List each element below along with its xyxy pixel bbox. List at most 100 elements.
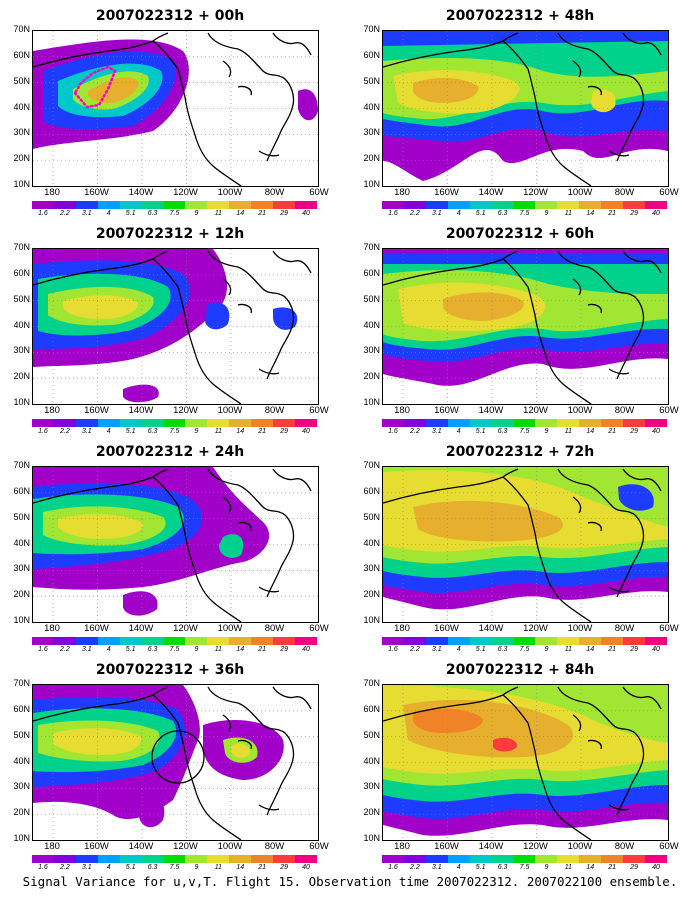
- longitude-label: 140W: [128, 623, 154, 634]
- colorbar-label: 1.6: [38, 210, 48, 217]
- colorbar-label: 3.1: [431, 428, 442, 435]
- colorbar-label: 40: [302, 210, 310, 217]
- latitude-label: 10N: [363, 397, 380, 407]
- colorbar-swatch: [207, 419, 230, 427]
- colorbar-swatch: [32, 201, 54, 209]
- longitude-label: 160W: [84, 841, 109, 852]
- latitude-label: 40N: [363, 537, 380, 548]
- latitude-label: 20N: [363, 153, 380, 164]
- longitude-label: 140W: [478, 623, 504, 634]
- colorbar-swatch: [53, 637, 76, 645]
- colorbar-label: 4: [106, 210, 111, 217]
- latitude-label: 70N: [363, 678, 380, 688]
- colorbar-swatch: [601, 419, 624, 427]
- latitude-label: 50N: [13, 729, 30, 740]
- longitude-label: 180: [394, 187, 410, 198]
- figure-caption: Signal Variance for u,v,T. Flight 15. Ob…: [22, 874, 678, 889]
- variance-contour: [123, 384, 159, 403]
- colorbar-swatch: [425, 637, 448, 645]
- colorbar-label: 14: [586, 646, 595, 653]
- colorbar-swatch: [579, 201, 602, 209]
- map-field: [32, 466, 319, 623]
- longitude-label: 100W: [567, 187, 593, 198]
- colorbar-label: 2.2: [410, 864, 420, 871]
- colorbar-label: 29: [280, 428, 288, 435]
- colorbar-swatch: [53, 419, 76, 427]
- colorbar-swatch: [251, 419, 274, 427]
- latitude-label: 10N: [13, 397, 30, 407]
- panel-title: 2007022312 + 60h: [445, 226, 595, 242]
- longitude-label: 160W: [434, 187, 459, 198]
- colorbar-label: 2.2: [60, 428, 70, 435]
- colorbar: [382, 855, 667, 863]
- map-panel-p60: 2007022312 + 60h 70N 60N 50N 40N 30N 20N 10N 180…: [350, 218, 690, 435]
- colorbar-swatch: [513, 201, 536, 209]
- colorbar-label: 3.1: [431, 864, 442, 871]
- colorbar-label: 40: [302, 864, 310, 871]
- longitude-label: 120W: [173, 623, 198, 634]
- colorbar-label: 40: [302, 646, 310, 653]
- colorbar-swatch: [491, 201, 514, 209]
- colorbar-swatch: [535, 855, 558, 863]
- colorbar: [382, 637, 667, 645]
- latitude-label: 40N: [363, 101, 380, 112]
- colorbar-label: 9: [544, 646, 549, 653]
- colorbar-swatch: [273, 419, 296, 427]
- colorbar-label: 4: [106, 646, 111, 653]
- longitude-label: 100W: [217, 623, 243, 634]
- map-field: [32, 30, 319, 187]
- colorbar-label: 29: [280, 646, 288, 653]
- colorbar-swatch: [141, 201, 164, 209]
- colorbar-label: 11: [564, 428, 572, 435]
- colorbar-labels: 1.6 2.2 3.1 4 5.1 6.3 7.5 9 11 14 21 29 40: [32, 428, 317, 438]
- colorbar-label: 6.3: [497, 428, 508, 435]
- variance-contour: [123, 591, 158, 616]
- latitude-label: 40N: [13, 101, 30, 112]
- latitude-label: 40N: [13, 537, 30, 548]
- colorbar-label: 4: [106, 864, 111, 871]
- latitude-label: 70N: [363, 242, 380, 252]
- longitude-label: 100W: [217, 841, 243, 852]
- colorbar: [382, 419, 667, 427]
- variance-contour: [413, 708, 483, 733]
- latitude-label: 70N: [13, 678, 30, 688]
- colorbar-label: 6.3: [497, 210, 508, 217]
- colorbar-label: 1.6: [388, 210, 398, 217]
- colorbar-label: 21: [608, 864, 617, 871]
- colorbar-swatch: [491, 637, 514, 645]
- longitude-label: 120W: [523, 405, 548, 416]
- longitude-label: 180: [394, 405, 410, 416]
- longitude-label: 60W: [659, 187, 679, 198]
- colorbar-swatch: [97, 419, 120, 427]
- colorbar-swatch: [53, 201, 76, 209]
- colorbar-swatch: [382, 855, 404, 863]
- colorbar-label: 5.1: [475, 646, 486, 653]
- colorbar-swatch: [645, 637, 667, 645]
- latitude-label: 30N: [13, 345, 30, 356]
- colorbar-label: 5.1: [475, 864, 486, 871]
- colorbar-label: 7.5: [519, 210, 530, 217]
- variance-contour: [218, 534, 244, 558]
- latitude-label: 20N: [363, 371, 380, 382]
- colorbar: [32, 637, 317, 645]
- latitude-label: 10N: [13, 179, 30, 189]
- colorbar-label: 29: [630, 210, 638, 217]
- colorbar-swatch: [601, 855, 624, 863]
- colorbar-label: 11: [214, 210, 222, 217]
- latitude-label: 30N: [363, 345, 380, 356]
- colorbar-swatch: [447, 637, 470, 645]
- coastline: [383, 250, 662, 404]
- variance-contour: [88, 77, 139, 103]
- longitude-label: 60W: [309, 405, 329, 416]
- latitude-label: 40N: [13, 755, 30, 766]
- map-field: [382, 684, 669, 841]
- map-panel-p72: 2007022312 + 72h 70N 60N 50N 40N 30N 20N 10N 180…: [350, 436, 690, 653]
- colorbar-swatch: [229, 419, 252, 427]
- colorbar-label: 40: [652, 210, 660, 217]
- longitude-label: 80W: [264, 187, 285, 198]
- colorbar-label: 2.2: [410, 646, 420, 653]
- map-panel-p24: 2007022312 + 24h 70N 60N 50N 40N 30N 20N 10N 180…: [0, 436, 340, 653]
- colorbar-swatch: [513, 419, 536, 427]
- latitude-label: 20N: [13, 589, 30, 600]
- panel-title: 2007022312 + 12h: [95, 226, 245, 242]
